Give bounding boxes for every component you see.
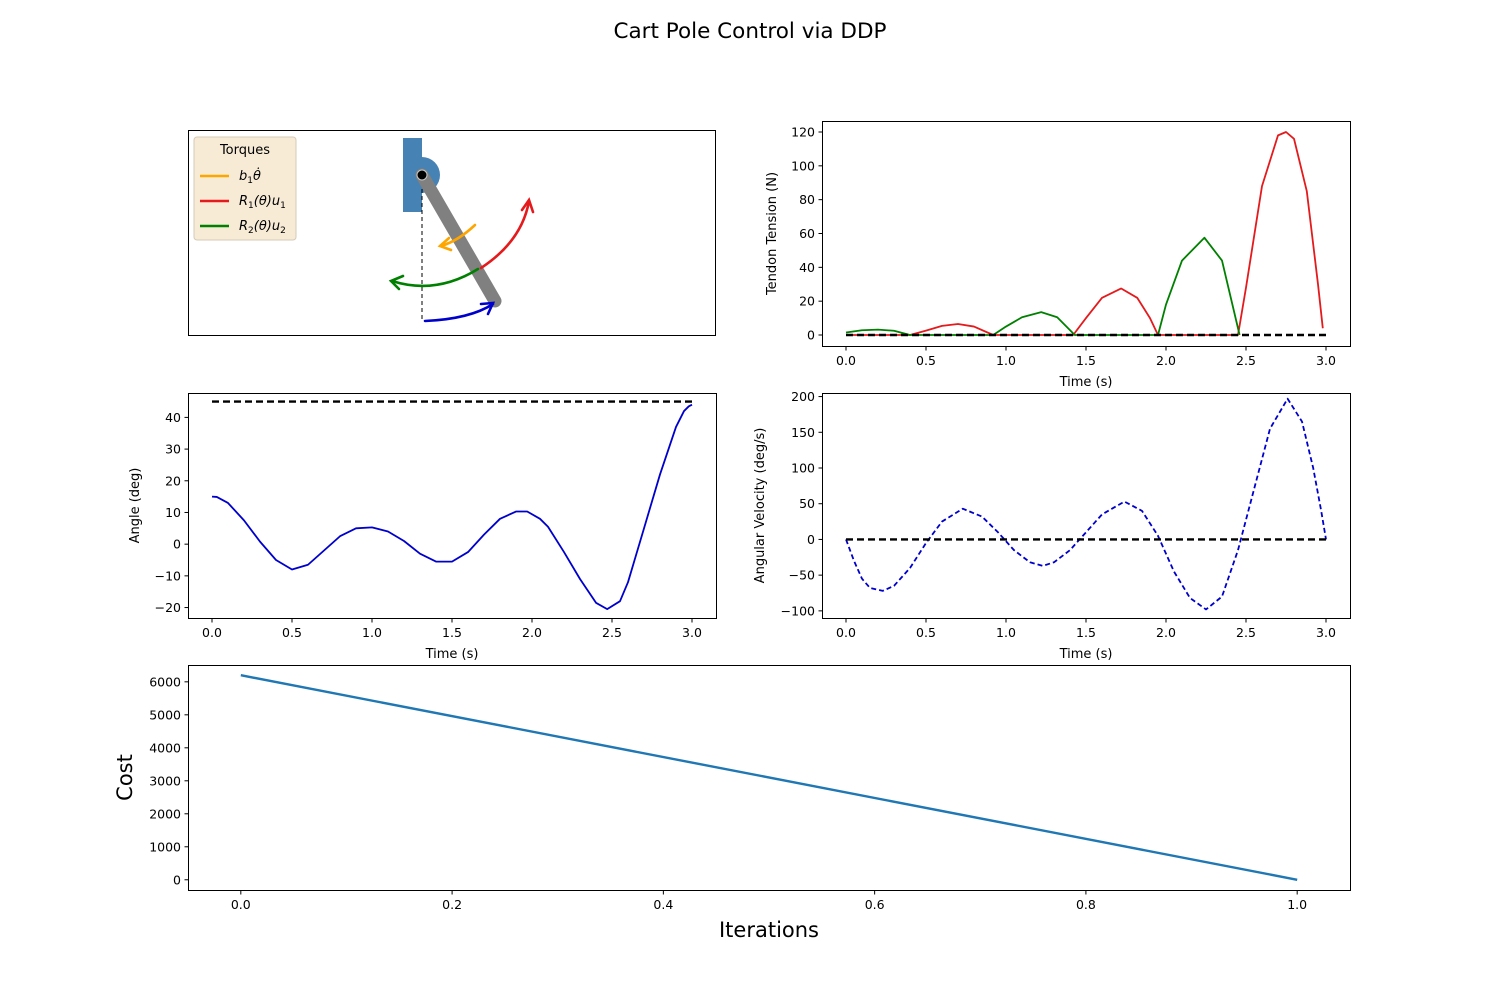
x-tick-label: 3.0 [1316,625,1336,640]
x-tick-label: 0.2 [442,897,462,912]
y-tick-label: 10 [165,505,181,520]
x-tick-label: 2.0 [1156,353,1176,368]
x-tick-label: 2.5 [602,625,622,640]
x-tick-label: 0.0 [231,897,251,912]
x-tick-label: 2.0 [1156,625,1176,640]
y-tick-label: 40 [799,260,815,275]
plot-area [822,121,1351,347]
torques-legend: Torques b1θ̇ R1(θ)u1 R2(θ)u2 [193,136,297,241]
x-tick-label: 0.6 [865,897,885,912]
x-tick-label: 0.5 [282,625,302,640]
damping-torque-arrow [437,223,477,252]
y-tick-label: 40 [165,410,181,425]
tendon-2-torque-arrow [388,267,480,291]
y-tick-label: 80 [799,192,815,207]
pendulum-animation-panel: Torques b1θ̇ R1(θ)u1 R2(θ)u2 [188,130,716,336]
y-axis-label: Cost [113,754,137,801]
x-axis-label: Time (s) [1059,647,1113,662]
series-line-1 [211,403,693,611]
y-tick-label: 2000 [149,806,181,821]
y-tick-label: 150 [791,425,815,440]
legend-label-2: R1(θ)u1 [239,194,286,211]
chart-angular-velocity: 0.0 0.5 1.0 1.5 2.0 2.5 3.0 −100 −50 0 50 100 150 200… [753,389,1351,662]
legend-label-1: b1θ̇ [239,168,261,186]
y-tick-label: 0 [807,328,815,343]
y-tick-label: 200 [791,389,815,404]
series-line-1 [240,674,1298,881]
y-tick-label: 5000 [149,707,181,722]
x-tick-label: 0.0 [836,625,856,640]
x-tick-label: 3.0 [682,625,702,640]
plot-area [822,393,1351,619]
y-tick-label: 50 [799,496,815,511]
x-tick-label: 2.5 [1236,353,1256,368]
x-tick-label: 1.5 [1076,353,1096,368]
y-tick-label: 0 [173,537,181,552]
y-tick-label: 0 [173,872,181,887]
x-axis-label: Time (s) [425,647,479,662]
chart-tension: 0.0 0.5 1.0 1.5 2.0 2.5 3.0 0 20 40 60 80 100 120 Time… [765,121,1351,390]
x-tick-label: 0.4 [653,897,673,912]
x-tick-label: 3.0 [1316,353,1336,368]
x-tick-label: 1.0 [1287,897,1307,912]
x-tick-label: 2.5 [1236,625,1256,640]
chart-cost: 0.0 0.2 0.4 0.6 0.8 1.0 0 1000 2000 3000 4000 5000 6… [113,665,1351,942]
y-axis-label: Tendon Tension (N) [765,172,780,296]
y-tick-label: −100 [781,603,815,618]
chart-angle: 0.0 0.5 1.0 1.5 2.0 2.5 3.0 −20 −10 0 10 20 30 40 Time… [128,393,717,662]
x-tick-label: 2.0 [522,625,542,640]
x-tick-label: 1.5 [442,625,462,640]
legend-box [193,136,297,241]
series-line-2 [845,236,1241,336]
x-tick-label: 1.5 [1076,625,1096,640]
y-tick-label: 6000 [149,674,181,689]
y-tick-label: 20 [799,294,815,309]
x-axis-label: Time (s) [1059,375,1113,390]
legend-title: Torques [219,143,270,158]
axes-frame [188,665,1351,891]
y-tick-label: 3000 [149,773,181,788]
figure-title: Cart Pole Control via DDP [613,19,886,44]
x-tick-label: 0.5 [916,625,936,640]
y-axis-label: Angle (deg) [128,468,143,544]
x-tick-label: 1.0 [996,625,1016,640]
x-tick-label: 0.0 [836,353,856,368]
x-tick-label: 1.0 [362,625,382,640]
pendulum-base [403,138,422,212]
angular-velocity-arrow [423,301,496,323]
y-tick-label: −50 [789,568,815,583]
series-line-1 [846,131,1324,336]
y-tick-label: 100 [791,158,815,173]
y-tick-label: −20 [155,600,181,615]
y-tick-label: −10 [155,568,181,583]
y-tick-label: 30 [165,442,181,457]
plot-area [188,393,717,619]
y-tick-label: 100 [791,461,815,476]
series-line-1 [845,397,1327,611]
y-axis-label: Angular Velocity (deg/s) [753,428,768,584]
y-tick-label: 0 [807,532,815,547]
y-tick-label: 1000 [149,839,181,854]
y-tick-label: 4000 [149,740,181,755]
y-tick-label: 20 [165,473,181,488]
pendulum-pivot [416,169,428,181]
legend-label-3: R2(θ)u2 [239,219,286,236]
y-tick-label: 120 [791,124,815,139]
tendon-1-torque-arrow [479,197,535,270]
x-tick-label: 1.0 [996,353,1016,368]
y-tick-label: 60 [799,226,815,241]
x-tick-label: 0.8 [1076,897,1096,912]
x-tick-label: 0.5 [916,353,936,368]
x-tick-label: 0.0 [202,625,222,640]
x-axis-label: Iterations [719,918,819,942]
